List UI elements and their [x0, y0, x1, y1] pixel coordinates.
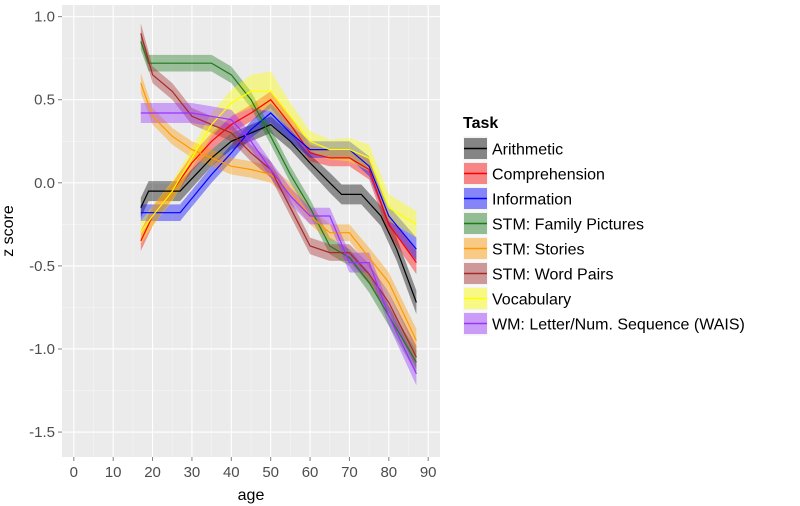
- ribbon-stm-family-pictures: [140, 33, 417, 374]
- legend-label-stm-family-pictures: STM: Family Pictures: [492, 217, 644, 234]
- x-tick-label: 40: [223, 464, 240, 481]
- x-tick-label: 20: [144, 464, 161, 481]
- y-tick-label: 1.0: [34, 9, 55, 26]
- x-tick-label: 90: [420, 464, 437, 481]
- grid: [62, 5, 440, 457]
- y-tick-label: -0.5: [29, 258, 55, 275]
- legend-label-stm-stories: STM: Stories: [492, 242, 584, 259]
- series-lines: [140, 33, 417, 375]
- ribbon-arithmetic: [140, 116, 417, 315]
- x-tick-label: 80: [380, 464, 397, 481]
- x-tick-label: 30: [184, 464, 201, 481]
- legend-label-vocabulary: Vocabulary: [492, 292, 571, 309]
- x-axis-title: age: [238, 487, 265, 504]
- x-tick-label: 70: [341, 464, 358, 481]
- y-axis-ticks: -1.5 -1.0 -0.5 0.0 0.5 1.0: [29, 9, 62, 441]
- y-axis-title: z score: [0, 205, 17, 257]
- legend-label-arithmetic: Arithmetic: [492, 142, 563, 159]
- ribbon-comprehension: [140, 91, 417, 275]
- x-tick-label: 50: [262, 464, 279, 481]
- line-stm-stories: [140, 82, 417, 341]
- legend-label-wm-letter-num-sequence-wais: WM: Letter/Num. Sequence (WAIS): [492, 317, 745, 334]
- line-vocabulary: [140, 90, 417, 234]
- legend-label-information: Information: [492, 192, 572, 209]
- x-tick-label: 0: [70, 464, 78, 481]
- line-comprehension: [140, 98, 417, 263]
- y-tick-label: 0.5: [34, 92, 55, 109]
- y-tick-label: -1.0: [29, 341, 55, 358]
- line-stm-family-pictures: [140, 41, 417, 363]
- legend-title: Task: [463, 115, 498, 132]
- line-wm-letter-num-sequence-wais: [140, 112, 417, 375]
- legend-label-comprehension: Comprehension: [492, 167, 605, 184]
- x-axis-ticks: 0 10 20 30 40 50 60 70 80 90: [70, 457, 437, 481]
- x-tick-label: 60: [302, 464, 319, 481]
- legend: Task Arithmetic Comprehension Information S…: [462, 115, 745, 337]
- legend-label-stm-word-pairs: STM: Word Pairs: [492, 267, 614, 284]
- y-tick-label: 0.0: [34, 175, 55, 192]
- y-tick-label: -1.5: [29, 424, 55, 441]
- x-tick-label: 10: [105, 464, 122, 481]
- line-information: [140, 112, 417, 250]
- ribbon-information: [140, 103, 417, 261]
- line-arithmetic: [140, 123, 417, 303]
